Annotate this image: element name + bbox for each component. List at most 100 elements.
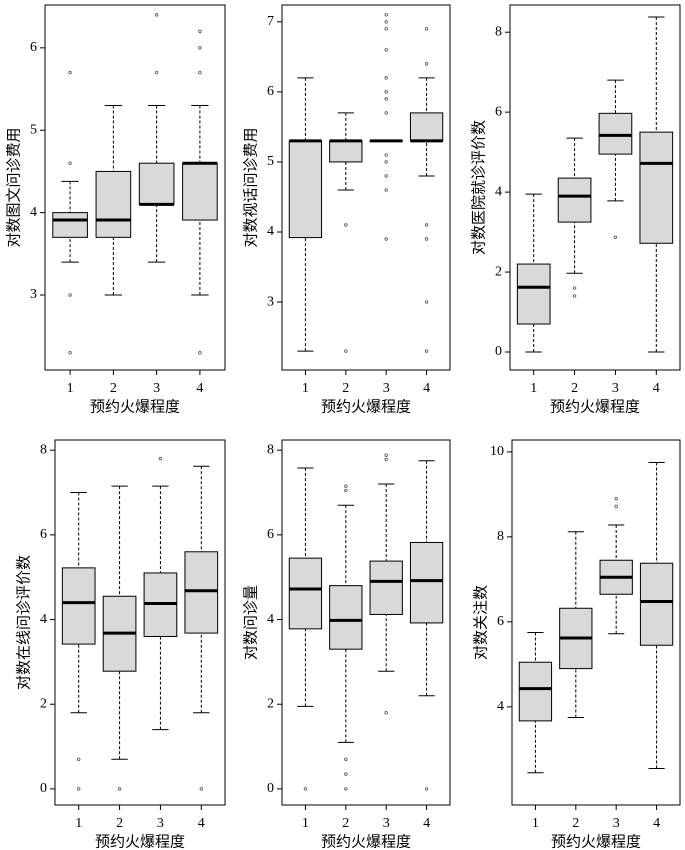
outlier (199, 787, 203, 791)
outlier (424, 62, 429, 66)
x-tick-label: 4 (653, 381, 660, 396)
x-tick-label: 4 (196, 381, 203, 396)
outlier (77, 787, 81, 791)
y-tick-label: 7 (267, 14, 274, 29)
y-tick-label: 2 (267, 696, 274, 711)
y-tick-label: 6 (30, 40, 37, 55)
y-axis-label: 对数图文问诊费用 (5, 127, 22, 247)
y-tick-label: 6 (497, 614, 504, 629)
outlier (384, 111, 388, 115)
x-axis-label: 预约火爆程度 (321, 833, 411, 850)
y-tick-label: 8 (267, 442, 274, 457)
x-axis-label: 预约火爆程度 (550, 398, 640, 415)
plot-frame (44, 4, 226, 371)
outlier (344, 757, 348, 761)
x-axis-label: 预约火爆程度 (551, 833, 641, 850)
outlier (384, 457, 388, 462)
box (95, 170, 132, 238)
outlier (303, 787, 308, 791)
outlier (158, 456, 163, 461)
y-tick-label: 8 (40, 442, 47, 457)
outlier (384, 237, 388, 241)
x-tick-label: 4 (423, 381, 430, 396)
y-axis-label: 对数医院就诊评价数 (469, 120, 487, 255)
outlier (613, 235, 618, 239)
outlier (68, 293, 72, 297)
y-tick-label: 2 (495, 264, 502, 279)
x-tick-label: 1 (530, 381, 537, 396)
outlier (384, 453, 388, 457)
outlier (344, 484, 348, 488)
x-tick-label: 4 (653, 816, 660, 831)
x-tick-label: 2 (571, 381, 578, 396)
outlier (384, 97, 388, 101)
outlier (198, 29, 202, 34)
plot-frame (511, 439, 681, 806)
box (516, 263, 551, 325)
outlier (384, 48, 388, 52)
y-tick-label: 0 (267, 781, 274, 796)
y-tick-label: 4 (30, 205, 37, 220)
x-tick-label: 1 (532, 816, 539, 831)
x-tick-label: 2 (110, 381, 117, 396)
x-tick-label: 2 (116, 816, 123, 831)
outlier (198, 46, 202, 50)
box (557, 177, 592, 223)
x-tick-label: 2 (342, 381, 349, 396)
outlier (68, 350, 72, 355)
y-tick-label: 0 (40, 781, 47, 796)
y-axis-label: 对数视话问诊费用 (242, 127, 259, 247)
box (598, 112, 633, 155)
box (329, 585, 363, 650)
x-tick-label: 3 (383, 381, 390, 396)
outlier (198, 350, 202, 355)
y-tick-label: 4 (267, 612, 274, 627)
outlier (344, 223, 348, 227)
y-tick-label: 2 (40, 696, 47, 711)
x-tick-label: 3 (612, 381, 619, 396)
x-axis-label: 预约火爆程度 (90, 398, 180, 415)
outlier (384, 188, 388, 192)
outlier (68, 161, 72, 165)
outlier (384, 76, 388, 80)
y-tick-label: 10 (490, 444, 504, 459)
outlier (384, 160, 388, 164)
x-axis-label: 预约火爆程度 (321, 398, 411, 415)
x-tick-label: 1 (302, 381, 309, 396)
outlier (424, 223, 429, 227)
box (138, 162, 175, 205)
outlier (424, 300, 429, 304)
x-tick-label: 2 (572, 816, 579, 831)
outlier (424, 349, 429, 353)
x-tick-label: 3 (613, 816, 620, 831)
box (409, 112, 444, 142)
outlier (572, 286, 577, 290)
outlier (424, 237, 429, 241)
outlier (614, 496, 618, 501)
box (409, 541, 444, 624)
y-tick-label: 6 (40, 527, 47, 542)
outlier (154, 13, 159, 17)
outlier (384, 27, 388, 31)
x-tick-label: 4 (198, 816, 205, 831)
outlier (344, 772, 348, 776)
y-tick-label: 5 (267, 154, 274, 169)
y-tick-label: 6 (267, 84, 274, 99)
x-tick-label: 3 (157, 816, 164, 831)
outlier (68, 70, 72, 75)
plot-frame (54, 439, 226, 806)
outlier (344, 349, 348, 353)
outlier (384, 153, 388, 157)
outlier (424, 27, 429, 31)
y-axis-label: 对数在线问诊评价数 (15, 555, 32, 690)
box (329, 140, 363, 163)
x-tick-label: 2 (342, 816, 349, 831)
y-tick-label: 5 (30, 122, 37, 137)
plot-frame (509, 4, 681, 371)
box (288, 140, 323, 239)
box (61, 567, 96, 645)
outlier (344, 488, 348, 493)
x-tick-label: 1 (67, 381, 74, 396)
y-tick-label: 3 (30, 287, 37, 302)
